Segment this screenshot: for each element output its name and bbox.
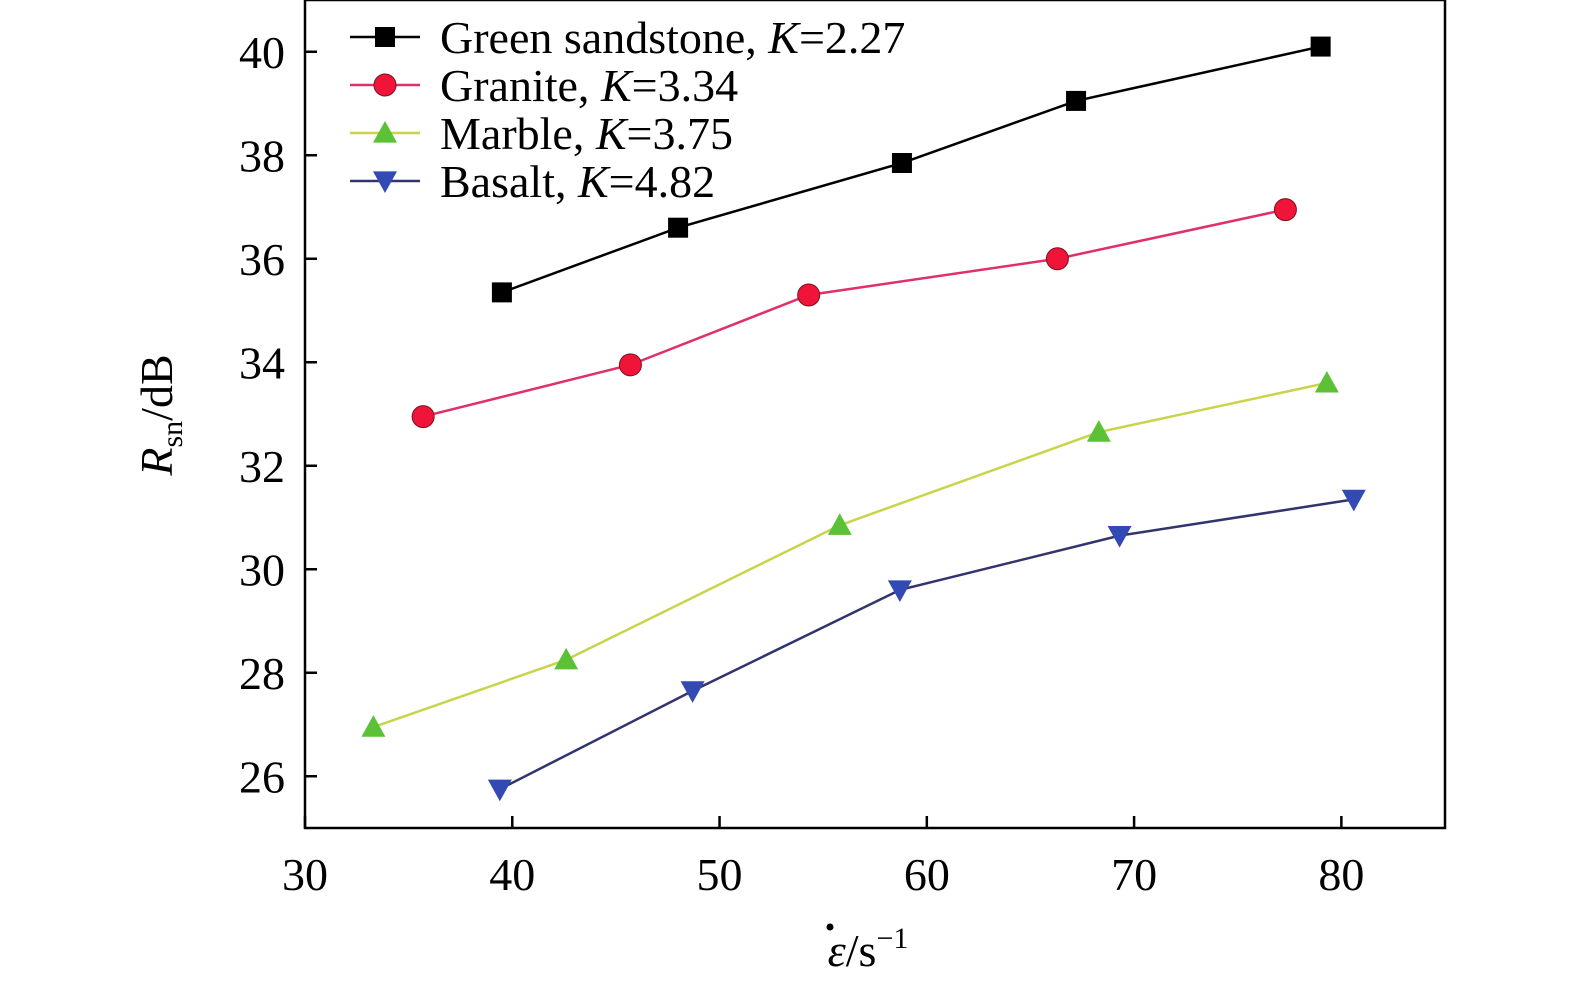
legend-label-variable: K [577,156,611,207]
legend-label-variable: K [767,12,801,63]
x-axis-title: ε/s−1 [828,922,909,976]
y-axis-title: Rsn/dB [131,354,189,476]
data-point-circle [797,283,821,307]
y-tick-label: 32 [239,441,285,492]
series-layer [361,36,1366,802]
legend-label-prefix: Marble, [440,108,596,159]
legend-item: Green sandstone, K=2.27 [350,12,905,63]
legend-item: Granite, K=3.34 [350,60,738,111]
data-point-triangle-down [487,779,512,802]
y-tick-label: 30 [239,544,285,595]
x-axis-title-dot [826,923,834,931]
data-point-triangle-down [680,681,705,703]
x-tick-label: 70 [1111,849,1157,900]
legend-label-variable: K [595,108,629,159]
y-tick-label: 34 [239,337,285,388]
legend-label: Green sandstone, K=2.27 [440,12,905,63]
y-tick-label: 36 [239,234,285,285]
series-2 [411,198,1297,429]
data-point-triangle-up [1086,420,1111,442]
plot-frame [303,0,1447,830]
legend-marker-circle [373,73,397,97]
data-point-triangle-down [1341,489,1366,512]
data-point-triangle-down [887,580,912,602]
legend-marker-triangle-down [373,171,397,193]
series-line [372,381,1328,729]
x-tick-label: 80 [1318,849,1364,900]
legend-marker-square [375,27,395,47]
y-tick-label: 40 [239,27,285,78]
legend-label-value: =3.34 [632,60,738,111]
legend-label: Basalt, K=4.82 [440,156,715,207]
y-tick-label: 28 [239,648,285,699]
data-point-circle [618,353,642,377]
data-point-square [891,153,912,174]
y-tick-label: 26 [239,751,285,802]
x-tick-label: 60 [904,849,950,900]
data-point-circle [1045,247,1069,271]
x-tick-label: 50 [697,849,743,900]
data-point-square [491,282,512,303]
legend-label-prefix: Basalt, [440,156,578,207]
data-point-square [1066,90,1087,111]
data-point-triangle-up [1314,370,1339,393]
legend-label-prefix: Granite, [440,60,601,111]
data-point-circle [1273,198,1297,222]
data-point-triangle-down [1107,526,1132,548]
data-point-square [668,217,689,238]
legend-item: Marble, K=3.75 [350,108,733,159]
data-point-triangle-up [827,513,852,535]
axes: 30 40 50 60 70 80 26 28 30 32 34 36 38 40 [239,0,1447,900]
data-point-triangle-up [361,715,386,737]
series-4 [487,489,1366,802]
y-tick-label: 38 [239,130,285,181]
series-line [422,208,1286,418]
legend-item: Basalt, K=4.82 [350,156,715,207]
legend-label: Marble, K=3.75 [440,108,733,159]
data-point-triangle-up [554,647,579,670]
legend-label-value: =2.27 [799,12,905,63]
x-tick-label: 30 [282,849,328,900]
series-3 [361,370,1339,737]
legend-label: Granite, K=3.34 [440,60,738,111]
legend-marker-triangle-up [373,121,397,143]
series-line [499,498,1354,791]
data-point-circle [411,405,435,429]
x-tick-label: 40 [489,849,535,900]
legend-label-variable: K [600,60,634,111]
legend-label-prefix: Green sandstone, [440,12,768,63]
series-1 [491,36,1331,303]
legend-label-value: =3.75 [627,108,733,159]
legend-label-value: =4.82 [609,156,715,207]
data-point-square [1310,36,1331,57]
